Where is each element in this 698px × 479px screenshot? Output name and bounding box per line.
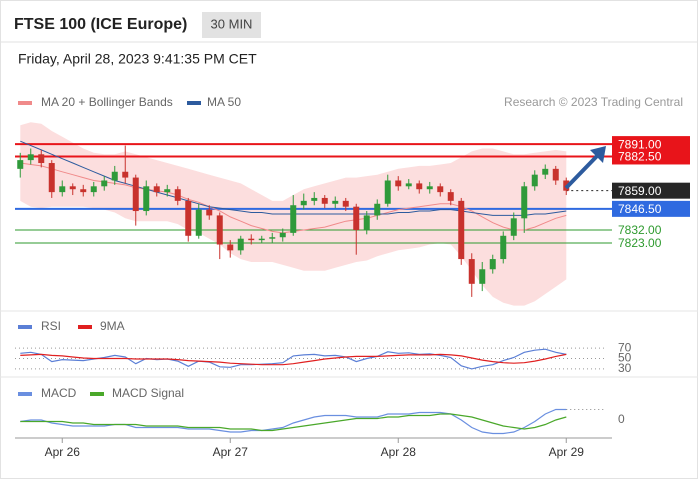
candle-body: [164, 189, 171, 193]
level-label: 7832.00: [618, 223, 662, 237]
candle-body: [27, 154, 34, 161]
candle-body: [510, 218, 517, 236]
level-box: [612, 200, 690, 217]
candle-body: [174, 189, 181, 201]
legend-label: MACD Signal: [112, 386, 184, 400]
candle-body: [437, 186, 444, 193]
level-label: 7823.00: [618, 236, 662, 250]
candle-body: [69, 186, 76, 190]
indicator-line: [20, 348, 567, 370]
candle-body: [132, 177, 139, 212]
candle-body: [479, 269, 486, 284]
candle-body: [542, 168, 549, 175]
forecast-arrow: [564, 153, 600, 190]
candle-body: [321, 197, 328, 204]
candle-body: [227, 244, 234, 251]
candle-body: [17, 160, 24, 169]
level-label: 7859.00: [618, 184, 662, 198]
candle-body: [521, 186, 528, 219]
interval-label: 30 MIN: [211, 16, 253, 31]
candle-body: [500, 235, 507, 260]
indicator-line: [20, 413, 567, 432]
level-box: [612, 148, 690, 165]
y-tick-label: 70: [618, 340, 632, 354]
x-tick-label: Apr 29: [549, 445, 585, 459]
level-label: 7846.50: [618, 202, 662, 216]
legend-label: RSI: [41, 319, 61, 333]
candle-body: [363, 215, 370, 230]
indicator-line: [20, 353, 567, 366]
instrument-title: FTSE 100 (ICE Europe): [14, 16, 187, 33]
level-label: 7891.00: [618, 137, 662, 151]
candle-body: [80, 189, 87, 193]
legend-label: MA 20 + Bollinger Bands: [41, 95, 173, 109]
candle-body: [384, 180, 391, 204]
legend-label: MACD: [41, 386, 77, 400]
candle-body: [290, 205, 297, 233]
candle-body: [122, 171, 129, 178]
candle-body: [279, 232, 286, 238]
timestamp: Friday, April 28, 2023 9:41:35 PM CET: [18, 51, 257, 67]
candle-body: [111, 171, 118, 181]
candle-body: [342, 200, 349, 207]
source-note: Research © 2023 Trading Central: [504, 95, 683, 109]
candle-body: [458, 200, 465, 260]
candle-body: [90, 186, 97, 193]
y-tick-label: 50: [618, 351, 632, 365]
y-tick-label: 30: [618, 361, 632, 375]
x-tick-label: Apr 26: [45, 445, 81, 459]
legend-label: MA 50: [207, 95, 241, 109]
legend-label: 9MA: [100, 319, 125, 333]
candle-body: [353, 206, 360, 230]
forecast-arrow-head: [590, 146, 606, 163]
candle-body: [59, 186, 66, 193]
candle-body: [489, 259, 496, 270]
candle-body: [468, 259, 475, 284]
candle-body: [426, 186, 433, 190]
candle-body: [48, 163, 55, 193]
legend-swatch: [18, 325, 32, 329]
candle-body: [405, 183, 412, 187]
candle-body: [153, 186, 160, 193]
candle-body: [311, 197, 318, 201]
candle-body: [216, 215, 223, 245]
legend-swatch: [187, 101, 201, 105]
candle-body: [395, 180, 402, 187]
candle-body: [206, 209, 213, 216]
candle-body: [300, 200, 307, 206]
legend-swatch: [18, 392, 32, 396]
candle-body: [447, 192, 454, 201]
x-tick-label: Apr 28: [381, 445, 417, 459]
candle-body: [248, 238, 255, 241]
candle-body: [416, 183, 423, 190]
candle-body: [332, 200, 339, 204]
candle-body: [374, 203, 381, 216]
candle-body: [185, 200, 192, 236]
candle-body: [38, 154, 45, 164]
interval-badge: [202, 12, 261, 38]
legend-swatch: [78, 325, 92, 329]
candle-body: [552, 168, 559, 181]
x-tick-label: Apr 27: [213, 445, 249, 459]
candle-body: [143, 186, 150, 212]
y-tick-label: 0: [618, 412, 625, 426]
candle-body: [531, 174, 538, 187]
level-box: [612, 182, 690, 199]
candle-body: [195, 209, 202, 236]
candle-body: [269, 237, 276, 239]
candle-body: [258, 238, 265, 241]
candle-body: [237, 238, 244, 251]
candle-body: [101, 180, 108, 187]
plot-area: MA 20 + Bollinger Bands MA 50 7891.007882.…: [15, 95, 690, 459]
legend-swatch: [18, 101, 32, 105]
legend-swatch: [90, 392, 104, 396]
level-label: 7882.50: [618, 150, 662, 164]
level-box: [612, 136, 690, 153]
